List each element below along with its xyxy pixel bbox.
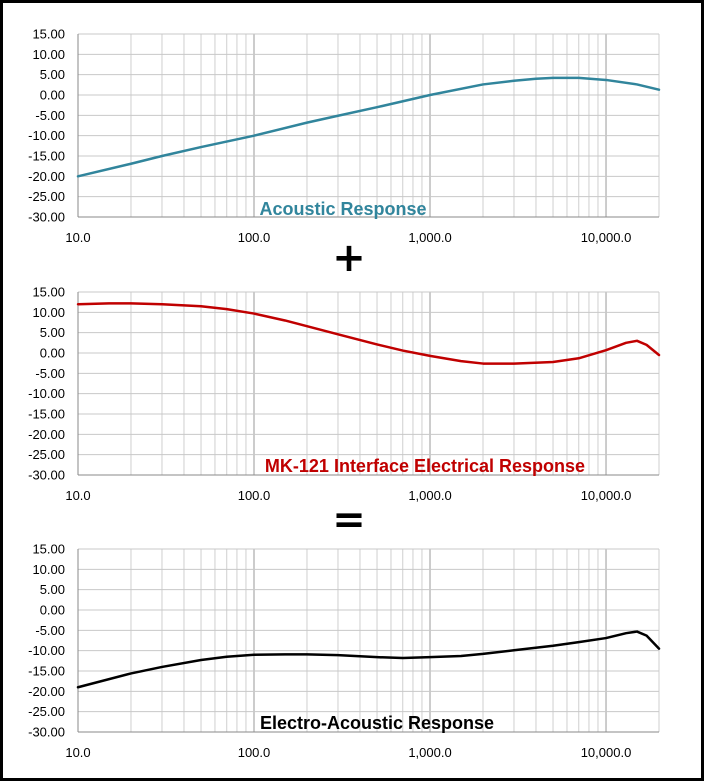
y-tick-label: 10.00 [32, 562, 65, 577]
y-tick-label: -10.00 [28, 643, 65, 658]
y-tick-label: 10.00 [32, 47, 65, 62]
x-tick-label: 10.0 [65, 488, 90, 503]
y-tick-label: 15.00 [32, 27, 65, 42]
x-tick-label: 1,000.0 [408, 745, 451, 760]
y-tick-label: -25.00 [28, 704, 65, 719]
chart-panel-1: 15.00 10.00 5.00 0.00 -5.00 -10.00 -15.00 -20.0… [28, 27, 661, 245]
chart-title: Acoustic Response [259, 199, 426, 219]
x-tick-label: 1,000.0 [408, 230, 451, 245]
series-line-1 [76, 76, 661, 178]
equals-operator: = [332, 497, 366, 543]
y-tick-label: -25.00 [28, 189, 65, 204]
y-tick-label: -5.00 [35, 366, 65, 381]
y-tick-label: -30.00 [28, 725, 65, 740]
y-tick-label: -5.00 [35, 623, 65, 638]
plus-operator: + [332, 235, 366, 281]
y-tick-label: -15.00 [28, 664, 65, 679]
y-tick-label: -5.00 [35, 108, 65, 123]
y-tick-label: -20.00 [28, 427, 65, 442]
x-tick-label: 10.0 [65, 745, 90, 760]
y-tick-label: -30.00 [28, 468, 65, 483]
y-tick-label: 0.00 [40, 88, 65, 103]
x-tick-label: 100.0 [238, 230, 271, 245]
x-tick-label: 100.0 [238, 745, 271, 760]
y-tick-label: -20.00 [28, 169, 65, 184]
y-tick-label: -10.00 [28, 128, 65, 143]
y-tick-label: 10.00 [32, 305, 65, 320]
x-tick-label: 10,000.0 [581, 488, 632, 503]
y-tick-label: -25.00 [28, 447, 65, 462]
y-tick-label: -30.00 [28, 210, 65, 225]
chart-title: MK-121 Interface Electrical Response [265, 456, 585, 476]
y-tick-label: 5.00 [40, 582, 65, 597]
y-tick-label: 5.00 [40, 325, 65, 340]
chart-panel-2: 15.00 10.00 5.00 0.00 -5.00 -10.00 -15.00 -20.0… [28, 285, 661, 503]
series-line-3 [76, 630, 661, 689]
y-tick-label: -15.00 [28, 149, 65, 164]
chart-title: Electro-Acoustic Response [260, 713, 494, 733]
x-tick-label: 10,000.0 [581, 745, 632, 760]
y-tick-label: -10.00 [28, 386, 65, 401]
x-tick-label: 10.0 [65, 230, 90, 245]
figure-svg: 15.00 10.00 5.00 0.00 -5.00 -10.00 -15.00 -20.0… [28, 27, 661, 760]
y-tick-label: -20.00 [28, 684, 65, 699]
y-tick-label: 5.00 [40, 67, 65, 82]
x-tick-label: 10,000.0 [581, 230, 632, 245]
y-tick-label: 15.00 [32, 542, 65, 557]
x-tick-label: 1,000.0 [408, 488, 451, 503]
y-tick-label: 0.00 [40, 346, 65, 361]
series-line-2 [76, 302, 661, 365]
y-tick-label: -15.00 [28, 407, 65, 422]
y-tick-label: 0.00 [40, 603, 65, 618]
y-tick-label: 15.00 [32, 285, 65, 300]
x-tick-label: 100.0 [238, 488, 271, 503]
chart-panel-3: 15.00 10.00 5.00 0.00 -5.00 -10.00 -15.00 -20.0… [28, 542, 661, 760]
